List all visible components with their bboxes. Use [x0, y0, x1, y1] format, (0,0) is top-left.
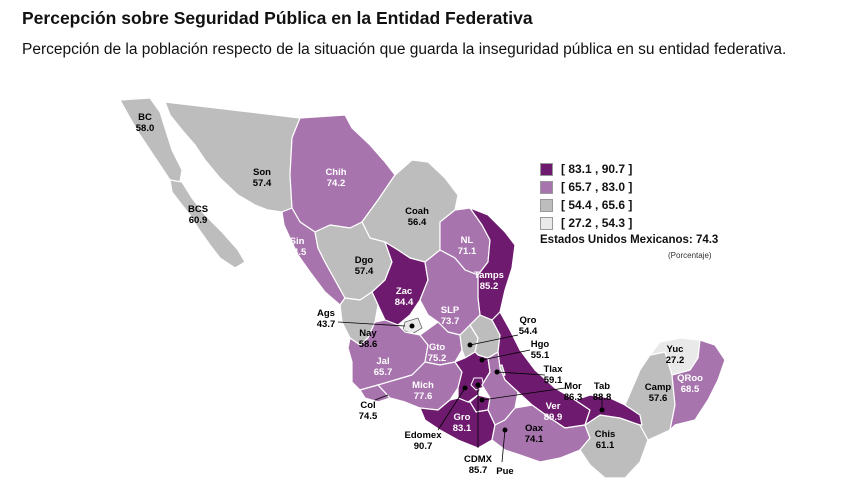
state-value-nl: 71.1 [458, 246, 477, 257]
state-value-nay: 58.6 [359, 339, 378, 350]
state-value-oax: 74.1 [525, 434, 544, 445]
state-label-tab: Tab [594, 381, 610, 392]
legend-label: [ 65.7 , 83.0 ] [561, 180, 633, 194]
legend-label: [ 54.4 , 65.6 ] [561, 198, 633, 212]
state-value-bc: 58.0 [136, 123, 155, 134]
state-label-tamps: Tamps [474, 270, 504, 281]
state-value-zac: 84.4 [395, 297, 414, 308]
legend-item: [ 27.2 , 54.3 ] [540, 214, 632, 232]
state-value-cdmx: 85.7 [469, 465, 488, 476]
state-value-hgo: 55.1 [531, 350, 550, 361]
state-label-camp: Camp [645, 382, 672, 393]
state-label-chis: Chis [595, 429, 616, 440]
state-value-qroo: 68.5 [681, 384, 700, 395]
state-label-nay: Nay [359, 328, 377, 339]
state-label-jal: Jal [376, 356, 389, 367]
state-col[interactable] [359, 384, 391, 403]
state-value-sin: 74.5 [288, 247, 307, 258]
state-gro[interactable] [419, 397, 496, 449]
state-label-pue: Pue [496, 466, 513, 477]
state-value-dgo: 57.4 [355, 266, 374, 277]
national-unit: (Porcentaje) [668, 251, 712, 260]
state-value-ver: 89.9 [544, 412, 563, 423]
state-label-ags: Ags [317, 308, 335, 319]
state-value-tlax: 59.1 [544, 375, 563, 386]
state-gto[interactable] [419, 321, 463, 366]
state-label-mor: Mor [564, 381, 582, 392]
page-subtitle: Percepción de la población respecto de l… [22, 41, 787, 58]
legend-label: [ 83.1 , 90.7 ] [561, 162, 633, 176]
state-label-dgo: Dgo [355, 255, 374, 266]
marker-pue [502, 427, 508, 433]
state-label-cdmx: CDMX [464, 454, 493, 465]
state-value-edomex: 90.7 [414, 441, 433, 452]
state-label-gto: Gto [429, 342, 446, 353]
marker-tab [599, 407, 605, 413]
state-value-tamps: 85.2 [480, 281, 499, 292]
legend-item: [ 83.1 , 90.7 ] [540, 160, 632, 178]
state-value-son: 57.4 [253, 178, 272, 189]
state-label-mich: Mich [412, 380, 434, 391]
marker-cdmx [475, 382, 481, 388]
national-value: 74.3 [695, 234, 719, 246]
marker-qro [467, 342, 473, 348]
state-label-col: Col [360, 400, 375, 411]
state-label-coah: Coah [405, 206, 429, 217]
legend-item: [ 65.7 , 83.0 ] [540, 178, 632, 196]
state-label-sin: Sin [290, 236, 305, 247]
state-value-qro: 54.4 [519, 326, 538, 337]
state-label-nl: NL [461, 235, 474, 246]
state-value-coah: 56.4 [408, 217, 427, 228]
state-label-slp: SLP [441, 305, 460, 316]
state-label-gro: Gro [454, 412, 471, 423]
state-label-qroo: QRoo [677, 373, 703, 384]
state-value-camp: 57.6 [649, 393, 668, 404]
marker-hgo [479, 357, 485, 363]
state-value-chih: 74.2 [327, 178, 346, 189]
state-label-chih: Chih [325, 167, 346, 178]
legend: [ 83.1 , 90.7 ] [ 65.7 , 83.0 ] [ 54.4 ,… [540, 160, 632, 232]
state-value-mich: 77.6 [414, 391, 433, 402]
state-value-slp: 73.7 [441, 316, 460, 327]
national-average: Estados Unidos Mexicanos: 74.3 [540, 234, 718, 246]
state-value-tab: 88.8 [593, 392, 612, 403]
state-label-edomex: Edomex [405, 430, 443, 441]
marker-ags [409, 323, 415, 329]
legend-swatch [540, 180, 553, 194]
state-label-ver: Ver [546, 401, 561, 412]
legend-label: [ 27.2 , 54.3 ] [561, 216, 633, 230]
legend-swatch [540, 198, 553, 212]
state-value-jal: 65.7 [374, 367, 393, 378]
state-label-son: Son [253, 167, 271, 178]
state-label-bcs: BCS [188, 204, 208, 215]
state-value-gto: 75.2 [428, 353, 447, 364]
state-label-oax: Oax [525, 423, 544, 434]
state-label-zac: Zac [396, 286, 412, 297]
state-label-bc: BC [138, 112, 152, 123]
legend-item: [ 54.4 , 65.6 ] [540, 196, 632, 214]
legend-swatch [540, 162, 553, 176]
state-bcs[interactable] [169, 179, 246, 269]
state-value-mor: 86.3 [564, 392, 583, 403]
state-value-chis: 61.1 [596, 440, 615, 451]
state-label-tlax: Tlax [543, 364, 563, 375]
state-value-bcs: 60.9 [189, 215, 208, 226]
national-label: Estados Unidos Mexicanos: [540, 234, 693, 246]
state-value-gro: 83.1 [453, 423, 472, 434]
state-value-ags: 43.7 [317, 319, 336, 330]
page-title: Percepción sobre Seguridad Pública en la… [22, 8, 533, 28]
marker-mor [479, 397, 485, 403]
state-label-qro: Qro [520, 315, 537, 326]
state-zac[interactable] [371, 241, 429, 326]
state-label-hgo: Hgo [531, 339, 550, 350]
state-qroo[interactable] [669, 339, 726, 431]
state-value-col: 74.5 [359, 411, 378, 422]
legend-swatch [540, 216, 553, 230]
marker-edomex [462, 385, 468, 391]
state-value-yuc: 27.2 [666, 355, 685, 366]
marker-tlax [494, 369, 500, 375]
state-label-yuc: Yuc [667, 344, 684, 355]
